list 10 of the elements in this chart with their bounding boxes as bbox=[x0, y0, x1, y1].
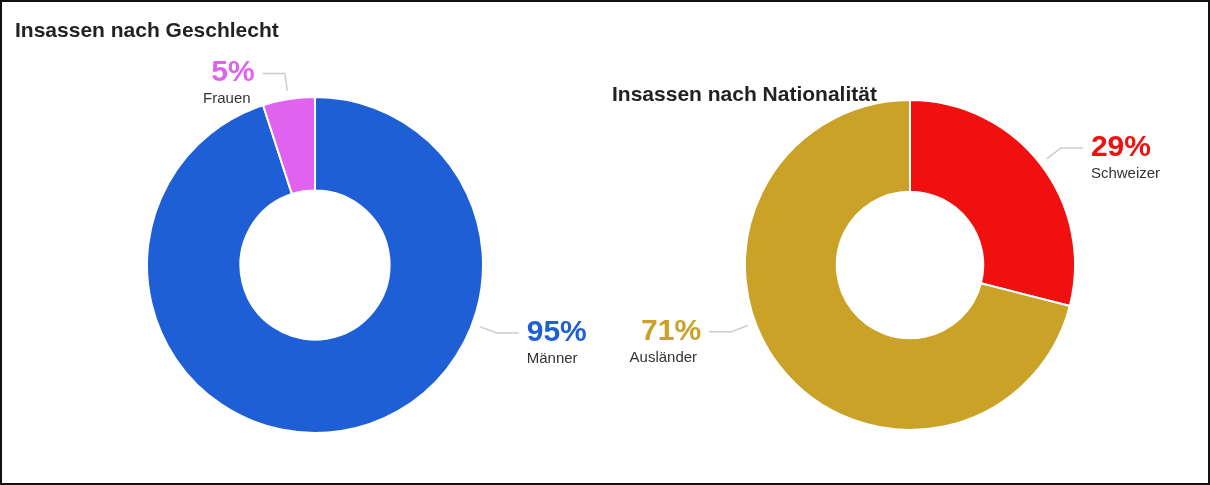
slice-label: Frauen bbox=[203, 89, 251, 107]
data-label: 29% bbox=[1090, 128, 1151, 162]
data-label: 95% bbox=[526, 313, 587, 347]
slice-label: Ausländer bbox=[629, 347, 698, 365]
slice-label: Männer bbox=[526, 348, 578, 366]
chart-title: Insassen nach Geschlecht bbox=[15, 18, 279, 42]
chart-title: Insassen nach Nationalität bbox=[612, 82, 877, 106]
slice-label: Schweizer bbox=[1090, 163, 1161, 181]
data-label: 5% bbox=[211, 54, 255, 88]
data-label: 71% bbox=[641, 312, 702, 346]
